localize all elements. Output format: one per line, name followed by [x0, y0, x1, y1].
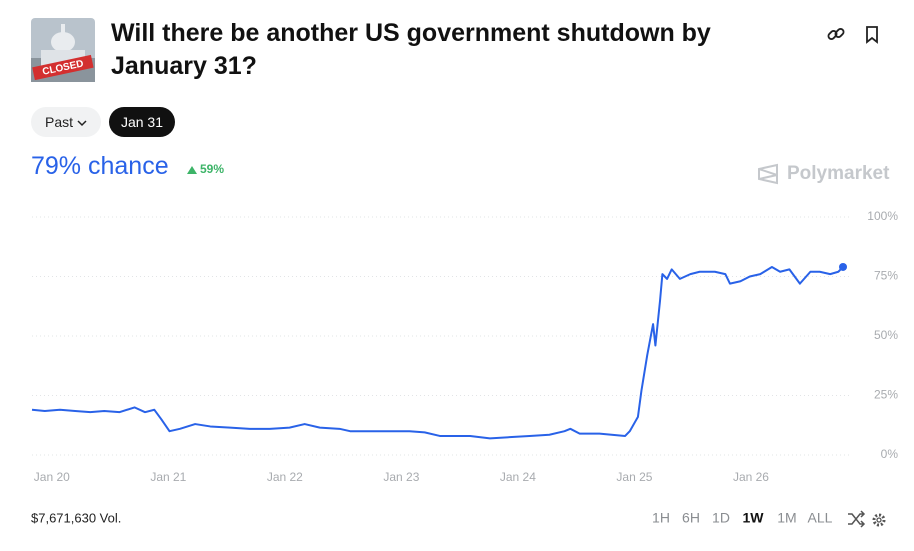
brand: Polymarket [787, 163, 890, 184]
y-tick-label: 75% [874, 269, 898, 283]
range-button[interactable]: 6H [682, 510, 700, 526]
market-image: CLOSED [31, 18, 95, 82]
y-tick-label: 50% [874, 328, 898, 342]
end-dot [839, 262, 848, 271]
tab[interactable]: Jan 31 [109, 107, 175, 137]
link-icon[interactable] [826, 24, 846, 44]
x-tick-label: Jan 21 [150, 470, 186, 484]
range-button[interactable]: 1M [777, 510, 796, 526]
market-title: Will there be another US government shut… [111, 19, 711, 80]
up-triangle [187, 166, 197, 174]
y-tick-label: 25% [874, 388, 898, 402]
y-tick-label: 0% [881, 447, 899, 461]
x-tick-label: Jan 24 [500, 470, 536, 484]
x-tick-label: Jan 22 [267, 470, 303, 484]
range-button[interactable]: 1W [743, 510, 765, 526]
range-button[interactable]: 1H [652, 510, 670, 526]
bookmark-icon[interactable] [862, 24, 882, 44]
y-tick-label: 100% [867, 209, 898, 223]
x-tick-label: Jan 23 [383, 470, 419, 484]
settings-icon[interactable] [872, 513, 886, 527]
volume: $7,671,630 Vol. [31, 510, 121, 525]
x-tick-label: Jan 26 [733, 470, 769, 484]
settings-icon-core [876, 517, 882, 523]
chevron [77, 120, 87, 127]
x-tick-label: Jan 20 [34, 470, 70, 484]
brand-logo [758, 163, 778, 185]
range-button[interactable]: ALL [808, 510, 833, 526]
tab[interactable]: Past [31, 107, 101, 137]
shuffle-icon[interactable] [848, 510, 866, 528]
chance: 79% chance [31, 152, 169, 180]
change: 59% [200, 162, 225, 176]
price-line [31, 265, 844, 440]
tab-label: Jan 31 [120, 114, 164, 130]
x-tick-label: Jan 25 [616, 470, 652, 484]
tab-label: Past [45, 114, 74, 130]
range-button[interactable]: 1D [712, 510, 730, 526]
